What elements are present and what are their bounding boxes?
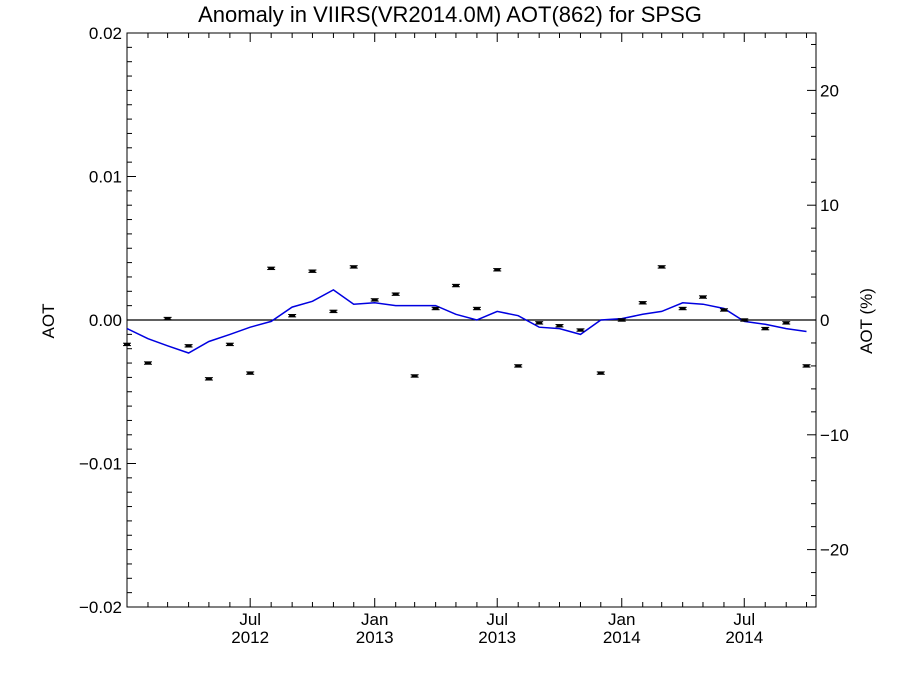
data-point — [225, 342, 234, 347]
data-point-mark — [762, 327, 769, 330]
data-point-mark — [226, 343, 233, 346]
data-point — [370, 298, 379, 302]
data-point — [391, 292, 400, 296]
y-tick-label-left: 0.02 — [89, 24, 122, 43]
blue-series — [126, 289, 807, 354]
y-axis-label: AOT — [39, 304, 58, 339]
data-point-mark — [639, 301, 646, 304]
data-point — [678, 306, 687, 311]
data-point — [514, 364, 523, 368]
data-point-mark — [618, 318, 625, 322]
data-point — [410, 374, 419, 378]
x-tick-label-month: Jul — [239, 610, 261, 629]
data-point-mark — [556, 324, 563, 327]
data-point-mark — [289, 314, 296, 317]
data-point — [761, 326, 770, 331]
x-tick-label-year: 2013 — [356, 628, 394, 647]
data-point — [535, 321, 544, 325]
data-point-mark — [577, 328, 584, 332]
data-point — [143, 361, 152, 365]
data-point — [698, 295, 707, 299]
x-tick-label-month: Jul — [486, 610, 508, 629]
data-point-mark — [699, 295, 706, 299]
data-point-mark — [720, 308, 727, 312]
data-point-mark — [494, 268, 501, 271]
data-point-mark — [597, 371, 604, 375]
data-point — [204, 377, 213, 381]
data-point — [246, 371, 255, 375]
data-point-mark — [330, 310, 337, 313]
chart-title: Anomaly in VIIRS(VR2014.0M) AOT(862) for… — [198, 2, 702, 27]
data-point-mark — [124, 343, 130, 346]
data-point — [308, 269, 317, 273]
data-point-mark — [164, 317, 171, 320]
x-tick-label-year: 2014 — [725, 628, 763, 647]
x-tick-label-year: 2014 — [603, 628, 641, 647]
data-point — [740, 318, 749, 322]
data-point-mark — [247, 371, 254, 375]
data-point — [163, 316, 172, 321]
data-point-mark — [783, 321, 790, 325]
data-point — [638, 301, 647, 305]
y-tick-label-left: −0.01 — [79, 455, 122, 474]
data-point-mark — [803, 364, 810, 368]
y-tick-label-left: 0.00 — [89, 311, 122, 330]
data-point — [267, 266, 276, 271]
y-tick-label-right: 0 — [820, 311, 829, 330]
y-tick-label-left: 0.01 — [89, 168, 122, 187]
data-point — [719, 308, 728, 312]
data-point-mark — [185, 344, 192, 348]
data-point — [555, 324, 564, 328]
data-point — [596, 371, 605, 375]
x-tick-label-year: 2013 — [478, 628, 516, 647]
data-point — [576, 328, 585, 332]
data-point — [617, 318, 626, 322]
y-tick-label-right: 10 — [820, 196, 839, 215]
data-point-mark — [205, 377, 212, 381]
data-point-mark — [371, 298, 378, 302]
data-point — [451, 283, 460, 288]
data-point-mark — [452, 284, 459, 287]
data-point — [329, 309, 338, 314]
x-tick-label-year: 2012 — [231, 628, 269, 647]
y-ticks-right: −20 −10 0 10 20 — [807, 43, 849, 597]
y-tick-label-right: 20 — [820, 81, 839, 100]
data-point — [782, 321, 791, 325]
data-point-mark — [679, 307, 686, 310]
data-point-mark — [350, 265, 357, 269]
data-point-mark — [144, 361, 151, 365]
data-point-mark — [741, 318, 748, 322]
data-point — [184, 344, 193, 348]
x-tick-label-month: Jan — [608, 610, 635, 629]
data-point — [123, 342, 131, 347]
data-point-mark — [411, 374, 418, 378]
data-point-mark — [536, 321, 543, 325]
data-point — [493, 268, 502, 272]
data-point — [657, 265, 666, 269]
data-point — [349, 265, 358, 269]
y-axis-label-right: AOT (%) — [857, 288, 876, 354]
y-tick-label-left: −0.02 — [79, 598, 122, 617]
x-tick-label-month: Jan — [361, 610, 388, 629]
y-ticks-left: −0.02 −0.01 0.00 0.01 0.02 — [79, 24, 136, 617]
black-series — [123, 265, 811, 381]
data-point — [288, 313, 297, 318]
data-point-mark — [658, 265, 665, 269]
data-point-mark — [473, 307, 480, 310]
data-point-mark — [268, 267, 275, 270]
data-point — [431, 306, 440, 311]
data-point — [802, 364, 811, 368]
data-point-mark — [515, 364, 522, 368]
data-point — [472, 306, 481, 311]
series-line-path — [126, 289, 807, 354]
data-point-mark — [392, 292, 399, 296]
x-tick-label-month: Jul — [733, 610, 755, 629]
data-point-mark — [432, 307, 439, 310]
data-point-mark — [309, 270, 316, 273]
y-tick-label-right: −10 — [820, 426, 849, 445]
y-tick-label-right: −20 — [820, 541, 849, 560]
